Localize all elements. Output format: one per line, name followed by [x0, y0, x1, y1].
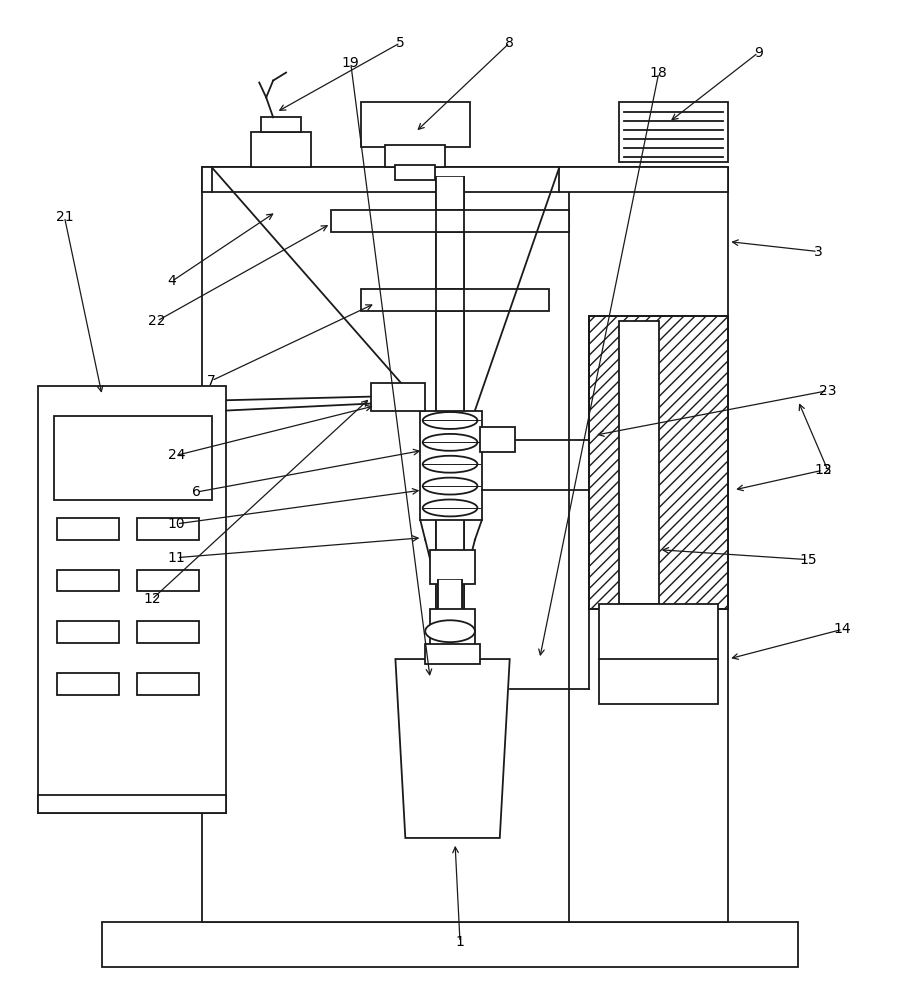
Bar [137, 518, 199, 540]
Bar [261, 117, 301, 132]
Bar [38, 386, 226, 813]
Bar [619, 321, 659, 604]
Bar [55, 416, 212, 500]
Bar [436, 210, 464, 232]
Text: 8: 8 [505, 36, 514, 50]
Text: 6: 6 [192, 485, 201, 499]
Text: 10: 10 [168, 517, 186, 531]
Text: 24: 24 [168, 448, 186, 462]
Bar [480, 427, 515, 452]
Bar [371, 383, 425, 411]
Bar [420, 411, 482, 520]
Bar [385, 145, 445, 167]
Bar [436, 289, 464, 311]
Text: 12: 12 [143, 592, 161, 606]
Text: 7: 7 [207, 374, 216, 388]
Text: 1: 1 [456, 935, 465, 949]
Bar [201, 167, 728, 192]
Bar [590, 316, 728, 609]
Bar [425, 644, 480, 664]
Bar [57, 621, 119, 643]
Text: 23: 23 [819, 384, 836, 398]
Text: 4: 4 [167, 274, 176, 288]
Text: 11: 11 [168, 551, 186, 565]
Bar [439, 580, 461, 797]
Bar [57, 518, 119, 540]
Text: 2: 2 [823, 463, 833, 477]
Bar [431, 550, 475, 584]
Text: 14: 14 [833, 622, 852, 636]
Bar [137, 570, 199, 591]
Text: 9: 9 [754, 46, 762, 60]
Text: 18: 18 [650, 66, 668, 80]
Bar [599, 604, 719, 704]
Bar [137, 673, 199, 695]
Text: 5: 5 [396, 36, 405, 50]
Text: 22: 22 [148, 314, 165, 328]
Text: 19: 19 [342, 56, 359, 70]
Bar [437, 177, 463, 798]
Text: 15: 15 [799, 553, 817, 567]
Text: 3: 3 [813, 245, 822, 259]
Ellipse shape [425, 620, 475, 642]
Bar [360, 289, 550, 311]
Bar [438, 580, 462, 798]
Text: 21: 21 [55, 210, 73, 224]
Bar [590, 316, 728, 609]
Bar [360, 102, 470, 147]
Bar [619, 102, 728, 162]
Bar [57, 570, 119, 591]
Polygon shape [395, 659, 510, 838]
Bar [57, 673, 119, 695]
Bar [431, 609, 475, 649]
Bar [38, 795, 226, 813]
Bar [331, 210, 569, 232]
Text: 13: 13 [814, 463, 832, 477]
Bar [251, 132, 310, 167]
Bar [201, 167, 728, 922]
Bar [137, 621, 199, 643]
Bar [395, 165, 435, 180]
Bar [103, 922, 798, 967]
Bar [436, 177, 464, 798]
